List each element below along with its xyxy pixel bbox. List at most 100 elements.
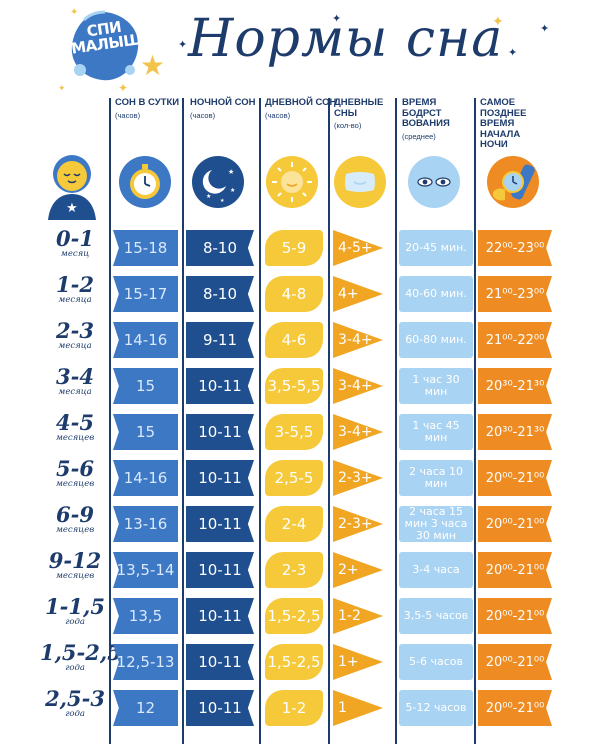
day-sleep-cell: 4-6 (265, 322, 323, 358)
column-header-latest: САМОЕ ПОЗДНЕЕ ВРЕМЯ НАЧАЛА НОЧИ (480, 97, 527, 150)
wake-window-cell: 5-6 часов (399, 644, 473, 680)
naps-count-cell: 3-4+ (333, 368, 383, 404)
age-label: 1-1,5 года (40, 596, 110, 627)
age-label: 2-3 месяца (40, 320, 110, 351)
wake-window-cell: 40-60 мин. (399, 276, 473, 312)
clock-icon (119, 156, 171, 208)
page-title: Нормы сна (188, 9, 504, 69)
age-label: 5-6 месяцев (40, 458, 110, 489)
day-sleep-cell: 5-9 (265, 230, 323, 266)
pillow-icon (334, 156, 386, 208)
night-sleep-cell: 8-10 (186, 276, 254, 312)
open-eyes-icon (408, 156, 460, 208)
age-label: 4-5 месяцев (40, 412, 110, 443)
age-unit: месяца (58, 387, 92, 397)
moon-stars-icon: ★ ★ ★ ★ (192, 156, 244, 208)
column-divider (259, 98, 261, 744)
night-sleep-cell: 10-11 (186, 690, 254, 726)
wake-window-cell: 1 час 30 мин (399, 368, 473, 404)
star-icon: ✦ (508, 47, 518, 59)
night-sleep-cell: 8-10 (186, 230, 254, 266)
latest-bedtime-cell: 20⁰⁰-21⁰⁰ (478, 506, 552, 542)
total-sleep-cell: 14-16 (113, 322, 178, 358)
age-label: 9-12 месяцев (40, 550, 110, 581)
naps-count-cell: 3-4+ (333, 414, 383, 450)
baby-icon: ★ (44, 150, 100, 220)
wake-window-cell: 2 часа 10 мин (399, 460, 473, 496)
age-range: 5-6 (56, 456, 94, 481)
age-unit: года (65, 709, 85, 719)
age-label: 1-2 месяца (40, 274, 110, 305)
naps-count-cell: 4-5+ (333, 230, 383, 266)
night-sleep-cell: 10-11 (186, 598, 254, 634)
wake-window-cell: 1 час 45 мин (399, 414, 473, 450)
total-sleep-cell: 15 (113, 368, 178, 404)
night-sleep-cell: 10-11 (186, 552, 254, 588)
latest-bedtime-cell: 20⁰⁰-21⁰⁰ (478, 690, 552, 726)
svg-text:★: ★ (220, 198, 225, 204)
wake-window-cell: 5-12 часов (399, 690, 473, 726)
column-divider (109, 98, 111, 744)
night-sleep-cell: 10-11 (186, 368, 254, 404)
latest-bedtime-cell: 20⁰⁰-21⁰⁰ (478, 644, 552, 680)
night-sleep-cell: 9-11 (186, 322, 254, 358)
age-range: 1-1,5 (45, 594, 105, 619)
age-unit: месяц (60, 249, 90, 259)
star-icon: ✦ (492, 13, 504, 29)
latest-bedtime-cell: 20⁰⁰-21⁰⁰ (478, 460, 552, 496)
star-icon: ✦ (540, 23, 550, 35)
total-sleep-cell: 12 (113, 690, 178, 726)
svg-text:★: ★ (206, 193, 211, 200)
age-range: 9-12 (48, 548, 102, 573)
latest-bedtime-cell: 20⁰⁰-21⁰⁰ (478, 552, 552, 588)
day-sleep-cell: 2,5-5 (265, 460, 323, 496)
naps-count-cell: 2-3+ (333, 506, 383, 542)
column-header-day: ДНЕВНОЙ СОН (часов) (265, 97, 337, 120)
svg-text:★: ★ (228, 168, 234, 176)
star-icon: ✦ (332, 13, 342, 25)
logo (66, 8, 144, 86)
total-sleep-cell: 13,5-14 (113, 552, 178, 588)
age-range: 1-2 (56, 272, 94, 297)
star-icon: ✦ (118, 81, 129, 95)
age-range: 4-5 (56, 410, 94, 435)
day-sleep-cell: 3,5-5,5 (265, 368, 323, 404)
total-sleep-cell: 12,5-13 (113, 644, 178, 680)
age-unit: месяцев (55, 433, 95, 443)
latest-bedtime-cell: 21⁰⁰-22⁰⁰ (478, 322, 552, 358)
sun-icon (266, 156, 318, 208)
naps-count-cell: 1-2 (333, 598, 383, 634)
night-sleep-cell: 10-11 (186, 414, 254, 450)
column-header-night: НОЧНОЙ СОН (часов) (190, 97, 256, 120)
day-sleep-cell: 4-8 (265, 276, 323, 312)
day-sleep-cell: 1,5-2,5 (265, 644, 323, 680)
age-range: 1,5-2,5 (40, 640, 122, 665)
day-sleep-cell: 2-4 (265, 506, 323, 542)
wake-window-cell: 3,5-5 часов (399, 598, 473, 634)
age-unit: месяца (58, 341, 92, 351)
night-sleep-cell: 10-11 (186, 644, 254, 680)
wake-window-cell: 60-80 мин. (399, 322, 473, 358)
total-sleep-cell: 13,5 (113, 598, 178, 634)
night-sleep-cell: 10-11 (186, 506, 254, 542)
column-header-total: СОН В СУТКИ (часов) (115, 97, 180, 120)
column-header-naps: ДНЕВНЫЕ СНЫ (кол-во) (334, 97, 384, 130)
age-range: 0-1 (56, 226, 94, 251)
star-icon: ✦ (58, 83, 66, 93)
naps-count-cell: 2-3+ (333, 460, 383, 496)
age-label: 2,5-3 года (40, 688, 110, 719)
latest-bedtime-cell: 20⁰⁰-21⁰⁰ (478, 598, 552, 634)
age-label: 3-4 месяца (40, 366, 110, 397)
day-sleep-cell: 2-3 (265, 552, 323, 588)
naps-count-cell: 4+ (333, 276, 383, 312)
naps-count-cell: 3-4+ (333, 322, 383, 358)
night-sleep-cell: 10-11 (186, 460, 254, 496)
column-divider (182, 98, 184, 744)
wake-window-cell: 3-4 часа (399, 552, 473, 588)
age-range: 6-9 (56, 502, 94, 527)
column-divider (474, 98, 476, 744)
naps-count-cell: 1+ (333, 644, 383, 680)
total-sleep-cell: 13-16 (113, 506, 178, 542)
total-sleep-cell: 14-16 (113, 460, 178, 496)
